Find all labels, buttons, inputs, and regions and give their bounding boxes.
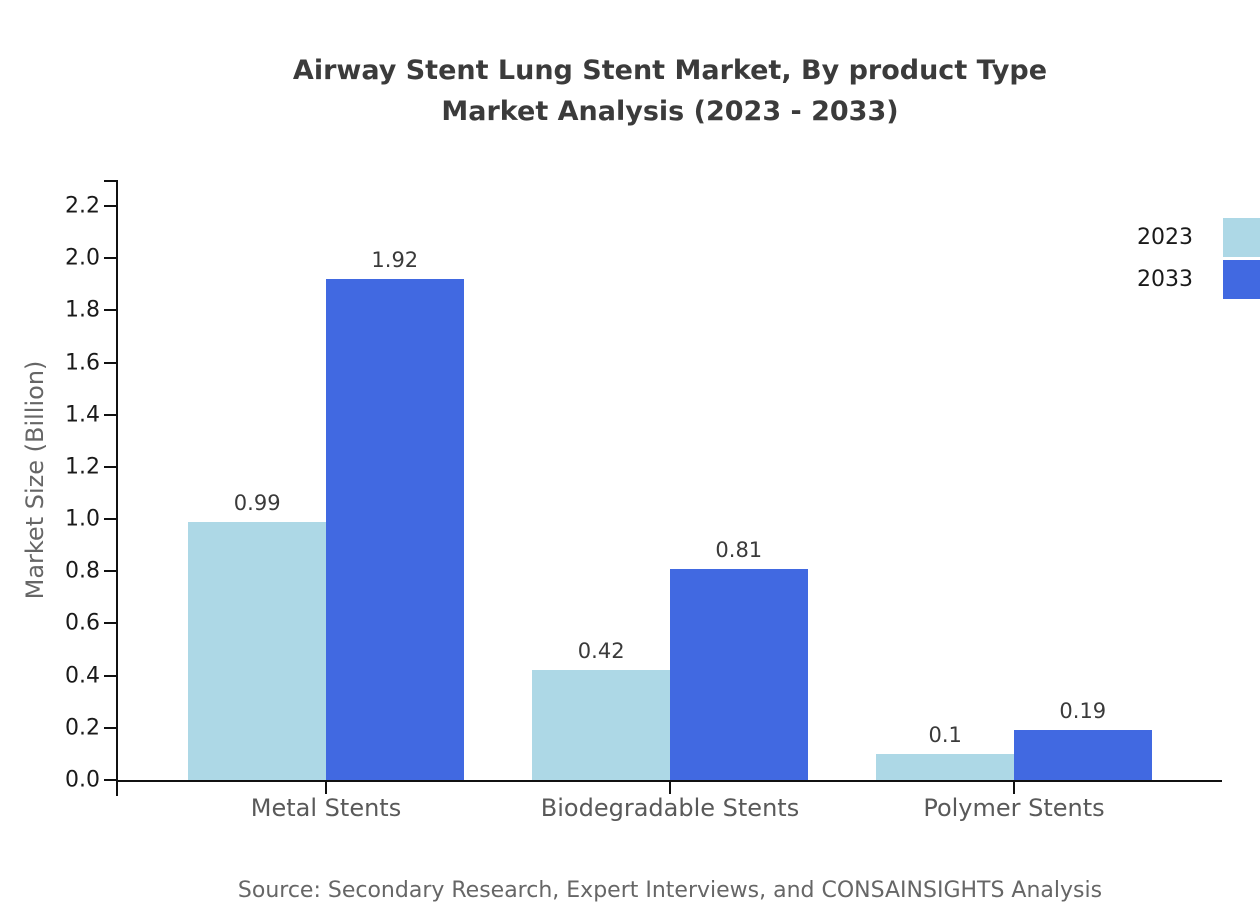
y-tick-label: 0.2 <box>65 715 100 741</box>
bar-value-label: 0.81 <box>715 537 763 562</box>
y-tick-label: 1.0 <box>65 506 100 532</box>
y-tick-label: 2.2 <box>65 193 100 219</box>
y-tick-label: 1.2 <box>65 454 100 480</box>
bar-value-label: 0.1 <box>928 722 962 747</box>
bar-2033-biodegradable-stents <box>670 568 808 780</box>
y-tick-label: 0.4 <box>65 663 100 689</box>
x-tick-mark <box>669 782 671 794</box>
legend-swatch-2023 <box>1223 218 1260 257</box>
bar-value-label: 0.19 <box>1059 699 1107 724</box>
x-category-label: Metal Stents <box>250 794 402 822</box>
bar-2033-polymer-stents <box>1014 730 1152 780</box>
bar-2023-polymer-stents <box>876 753 1014 780</box>
bar-2023-biodegradable-stents <box>532 670 670 780</box>
plot-area: 0.0 0.2 0.4 0.6 0.8 1.0 1.2 1.4 1.6 1.8 2.0 2.2 0.99… <box>65 180 1222 822</box>
y-tick-mark <box>104 257 116 260</box>
y-tick-mark <box>104 309 116 312</box>
x-axis-line <box>116 780 1222 782</box>
y-tick-label: 1.6 <box>65 350 100 376</box>
chart-title: Airway Stent Lung Stent Market, By produ… <box>118 50 1222 132</box>
y-tick-mark <box>104 726 116 729</box>
x-tick-mark <box>325 782 327 794</box>
legend-label-2023: 2023 <box>1137 225 1193 250</box>
x-category-label: Biodegradable Stents <box>540 794 800 822</box>
bar-value-label: 1.92 <box>371 248 419 273</box>
bar-2033-metal-stents <box>326 279 464 780</box>
y-tick-mark <box>104 413 116 416</box>
y-tick-label: 0.0 <box>65 767 100 793</box>
bar-value-label: 0.99 <box>233 490 281 515</box>
y-axis-line <box>116 180 118 796</box>
y-axis-top-tick-mark <box>104 180 116 182</box>
bar-2023-metal-stents <box>188 521 326 780</box>
source-note: Source: Secondary Research, Expert Inter… <box>237 878 1103 903</box>
y-tick-mark <box>104 465 116 468</box>
y-tick-mark <box>104 518 116 521</box>
y-tick-mark <box>104 570 116 573</box>
y-tick-label: 0.6 <box>65 610 100 636</box>
y-tick-mark <box>104 779 116 781</box>
legend-label-2033: 2033 <box>1137 267 1193 292</box>
chart-title-line1: Airway Stent Lung Stent Market, By produ… <box>292 55 1048 86</box>
y-tick-label: 2.0 <box>65 245 100 271</box>
y-tick-mark <box>104 361 116 364</box>
y-tick-label: 1.8 <box>65 297 100 323</box>
x-tick-mark <box>1013 782 1015 794</box>
x-category-label: Polymer Stents <box>923 794 1105 822</box>
bar-value-label: 0.42 <box>577 639 625 664</box>
y-tick-mark <box>104 674 116 677</box>
y-tick-label: 1.4 <box>65 402 100 428</box>
y-tick-label: 0.8 <box>65 558 100 584</box>
legend-swatch-2033 <box>1223 260 1260 299</box>
chart-title-line2: Market Analysis (2023 - 2033) <box>441 96 899 127</box>
y-tick-mark <box>104 205 116 208</box>
y-tick-mark <box>104 622 116 625</box>
